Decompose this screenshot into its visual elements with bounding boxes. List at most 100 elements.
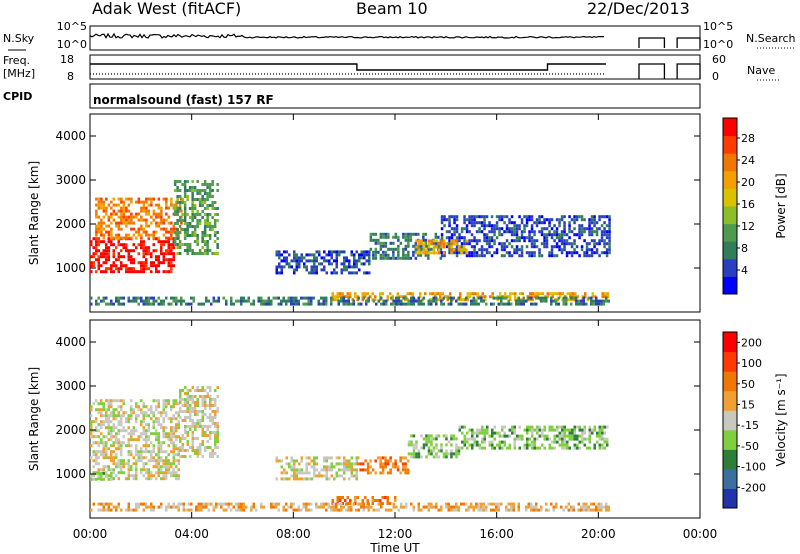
range-cell [488, 224, 491, 228]
range-cell [455, 446, 458, 450]
range-cell [427, 239, 431, 243]
range-cell [192, 296, 195, 300]
range-cell [374, 238, 378, 242]
range-cell [548, 224, 551, 228]
range-cell [165, 296, 168, 300]
freq-trace-segment [676, 63, 701, 79]
range-cell [530, 502, 533, 506]
range-cell [585, 254, 589, 258]
range-cell [376, 456, 380, 460]
range-cell [593, 443, 596, 447]
range-cell [510, 505, 513, 509]
range-cell [165, 432, 168, 436]
range-cell [130, 221, 133, 225]
range-cell [135, 474, 138, 478]
range-cell [130, 270, 133, 274]
range-cell [130, 218, 133, 222]
range-cell [295, 268, 298, 272]
range-cell [493, 239, 496, 243]
range-cell [182, 502, 185, 506]
range-cell [560, 230, 564, 234]
range-cell [521, 437, 524, 441]
range-cell [122, 218, 126, 222]
range-cell [160, 246, 163, 250]
range-cell [600, 215, 604, 219]
range-cell [517, 502, 520, 506]
range-cell [117, 296, 120, 300]
range-cell [298, 462, 301, 466]
range-cell [283, 265, 286, 269]
range-cell [453, 227, 456, 231]
colorbar-segment [723, 188, 737, 207]
range-cell [120, 447, 123, 451]
range-cell [275, 505, 278, 509]
range-cell [150, 405, 153, 409]
range-cell [191, 198, 194, 201]
range-cell [362, 508, 365, 512]
range-cell [216, 231, 219, 234]
range-cell [365, 250, 368, 254]
range-cell [122, 264, 125, 268]
range-cell [425, 251, 428, 255]
range-cell [102, 255, 105, 259]
range-cell [105, 408, 108, 412]
range-cell [97, 462, 100, 466]
range-cell [147, 468, 150, 472]
range-cell [247, 299, 250, 303]
range-cell [95, 408, 98, 412]
range-cell [201, 234, 204, 237]
range-cell [607, 299, 610, 303]
range-cell [214, 425, 217, 428]
range-cell [178, 180, 182, 183]
range-cell [188, 249, 192, 252]
range-cell [409, 235, 413, 239]
range-cell [510, 254, 514, 258]
range-cell [357, 302, 360, 306]
range-cell [191, 434, 194, 437]
range-cell [216, 237, 219, 240]
colorbar-tick-label: -200 [741, 481, 766, 494]
range-cell [117, 236, 121, 240]
range-cell [315, 265, 318, 269]
range-cell [167, 417, 170, 421]
range-cell [194, 449, 197, 452]
range-cell [285, 262, 288, 266]
range-cell [565, 302, 568, 306]
range-cell [172, 299, 175, 303]
range-cell [313, 271, 316, 275]
range-cell [565, 254, 569, 258]
range-cell [490, 236, 494, 240]
range-cell [545, 218, 549, 222]
range-cell [203, 252, 207, 255]
range-cell [204, 434, 207, 437]
range-cell [140, 215, 143, 219]
range-cell [130, 435, 133, 439]
range-cell [137, 252, 140, 256]
range-cell [422, 242, 426, 246]
range-cell [475, 221, 479, 225]
range-cell [576, 425, 579, 429]
range-cell [369, 465, 372, 469]
range-cell [179, 455, 182, 458]
range-cell [601, 443, 604, 447]
range-cell [127, 441, 130, 445]
range-cell [440, 215, 444, 219]
range-cell [500, 245, 504, 249]
range-cell [142, 240, 145, 244]
range-cell [508, 230, 511, 234]
range-cell [568, 437, 571, 441]
range-cell [152, 465, 155, 469]
range-cell [130, 508, 133, 512]
range-cell [152, 218, 156, 222]
range-cell [392, 502, 395, 506]
range-cell [130, 261, 133, 265]
range-cell [392, 250, 395, 254]
range-cell [92, 429, 95, 433]
range-cell [115, 246, 118, 250]
range-cell [565, 251, 569, 255]
range-cell [157, 255, 160, 259]
range-cell [210, 502, 213, 506]
range-cell [170, 429, 173, 433]
range-cell [211, 201, 214, 204]
range-cell [137, 233, 141, 237]
